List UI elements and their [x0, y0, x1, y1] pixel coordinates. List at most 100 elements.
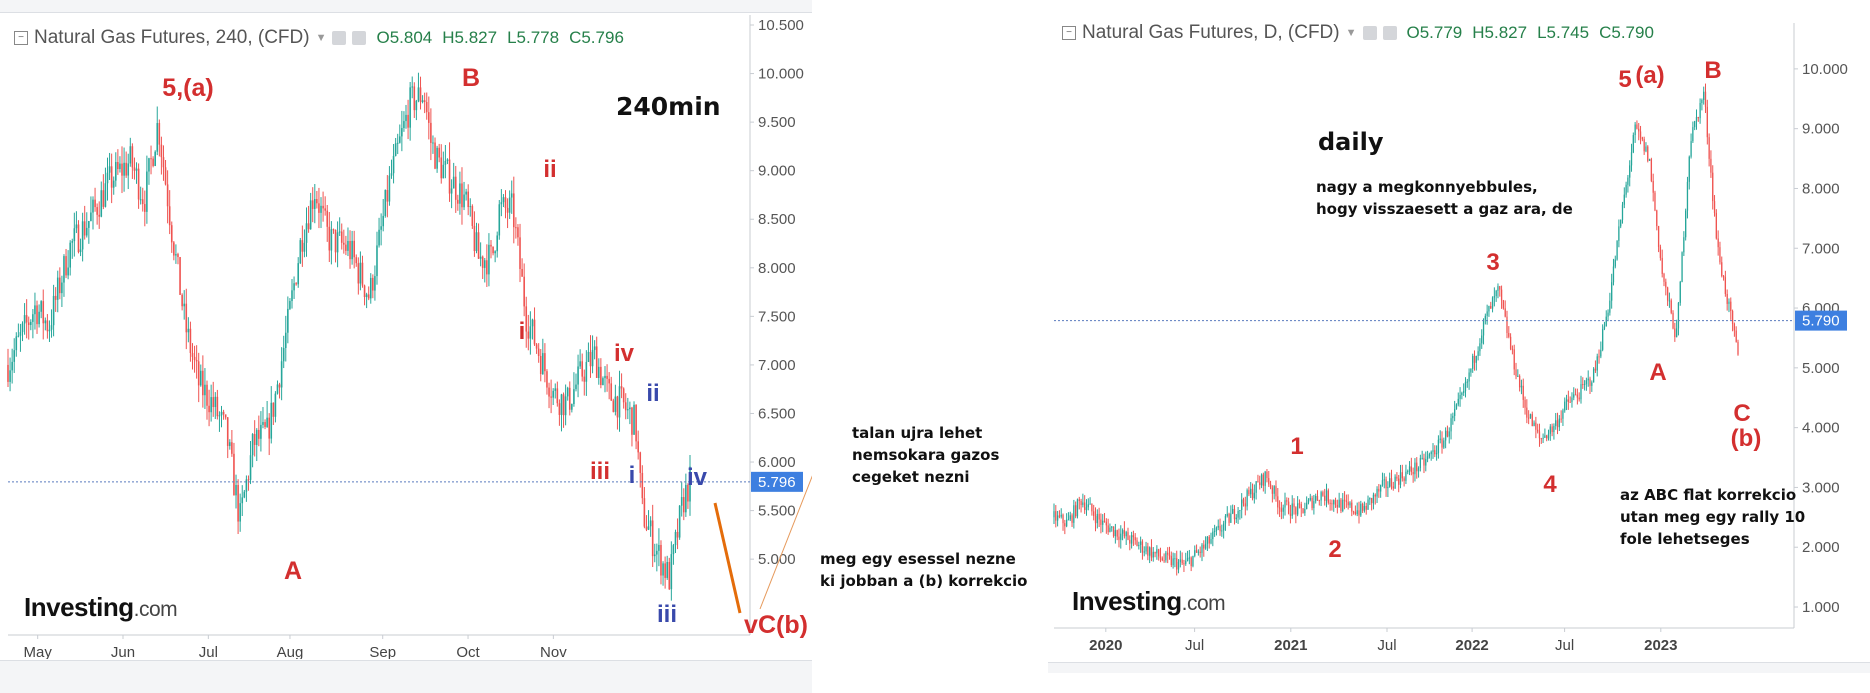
candle-body [1067, 519, 1070, 521]
candle-body [1264, 471, 1266, 486]
candle-body [678, 505, 681, 538]
candle-body [1251, 488, 1254, 499]
y-tick-label: 8.500 [758, 211, 796, 228]
candle-body [374, 276, 376, 291]
candle-body [1643, 139, 1645, 152]
chevron-down-icon[interactable]: ▼ [315, 32, 327, 44]
settings-icon[interactable] [352, 31, 367, 45]
candle-body [1703, 91, 1705, 100]
candle-body [293, 283, 295, 291]
candle-body [643, 498, 646, 527]
candle-body [1244, 503, 1246, 507]
candle-body [1242, 499, 1245, 504]
candle-body [112, 180, 115, 188]
candle-body [685, 484, 687, 513]
candle-body [1360, 503, 1362, 516]
candle-body [1601, 328, 1604, 350]
candle-body [1553, 425, 1555, 433]
candle-body [1284, 500, 1286, 508]
candle-body [1129, 539, 1131, 544]
candle-body [1311, 497, 1313, 509]
candle-body [1728, 301, 1730, 304]
candle-body [600, 366, 602, 385]
x-tick-label: Oct [456, 644, 480, 659]
candle-body [1094, 515, 1097, 524]
candle-body [81, 221, 84, 250]
candle-body [597, 366, 600, 378]
candle-body [1656, 210, 1658, 227]
candle-body [508, 197, 511, 213]
candle-body [1154, 551, 1156, 554]
candle-body [1336, 504, 1338, 508]
last-price-tag [751, 471, 803, 492]
candle-body [255, 429, 258, 445]
close-value: C5.790 [1599, 23, 1654, 42]
candle-body [1302, 508, 1304, 514]
candle-body [251, 434, 254, 456]
candle-body [531, 319, 534, 327]
candle-body [239, 503, 241, 522]
candle-body [481, 256, 484, 268]
candle-body [1419, 458, 1422, 469]
candle-body [272, 402, 275, 417]
candle-body [1190, 557, 1192, 567]
x-tick-label: 2020 [1089, 637, 1122, 654]
candle-body [1719, 247, 1721, 263]
candle-body [158, 123, 161, 145]
candle-body [1735, 330, 1737, 342]
candle-body [11, 361, 13, 371]
low-value: L5.745 [1537, 23, 1590, 42]
candle-body [1286, 500, 1288, 502]
candle-body [195, 359, 198, 362]
chevron-down-icon[interactable]: ▼ [1345, 27, 1357, 39]
candle-body [15, 336, 18, 351]
candle-body [1654, 192, 1656, 211]
settings-icon[interactable] [1382, 26, 1397, 40]
collapse-icon[interactable]: − [1062, 26, 1076, 40]
candle-body [1210, 539, 1212, 544]
candle-body [1060, 514, 1062, 517]
candle-body [92, 199, 94, 213]
candle-body [1481, 335, 1483, 344]
candle-body [1222, 523, 1225, 531]
candle-body [1466, 381, 1468, 383]
candle-body [614, 396, 617, 412]
wave-label: ii [543, 156, 556, 183]
candle-body [1426, 456, 1429, 460]
candle-body [199, 370, 202, 386]
eye-icon[interactable] [1362, 26, 1377, 40]
candle-body [1329, 502, 1331, 504]
candle-body [566, 387, 569, 397]
candle-body [1374, 494, 1376, 497]
candle-body [1389, 478, 1391, 487]
candle-body [1515, 369, 1517, 377]
candle-body [1583, 383, 1586, 385]
candle-body [1096, 513, 1098, 524]
candle-body [1576, 394, 1579, 398]
candle-body [1315, 496, 1317, 502]
candle-body [1087, 504, 1089, 508]
candle-body [1107, 525, 1109, 533]
candle-body [1495, 290, 1497, 297]
candle-body [1172, 558, 1174, 566]
candle-body [13, 350, 16, 362]
candle-body [1114, 530, 1117, 537]
candle-body [222, 411, 225, 415]
candle-body [353, 240, 355, 258]
candle-body [546, 371, 548, 388]
candle-body [1733, 323, 1736, 331]
candle-body [496, 235, 499, 252]
candle-body [1143, 551, 1145, 553]
candle-body [1206, 536, 1209, 544]
candle-body [202, 370, 204, 396]
candle-body [1201, 544, 1203, 553]
eye-icon[interactable] [332, 31, 347, 45]
candle-body [1080, 500, 1082, 505]
collapse-icon[interactable]: − [14, 31, 28, 45]
candle-body [1455, 404, 1458, 410]
candle-body [1161, 558, 1163, 561]
candle-body [1448, 431, 1450, 437]
candle-body [1177, 561, 1180, 570]
candle-body [1228, 513, 1230, 523]
candle-body [674, 531, 677, 546]
